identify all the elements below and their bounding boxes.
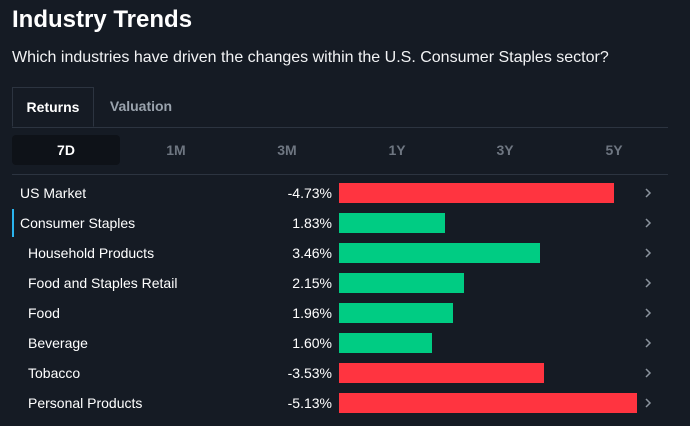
return-bar xyxy=(339,333,432,353)
industry-label: Household Products xyxy=(28,245,155,261)
industry-label: Food and Staples Retail xyxy=(28,275,178,291)
industry-row[interactable]: Household Products 3.46% xyxy=(12,238,668,268)
return-bar xyxy=(339,363,544,383)
tab-returns[interactable]: Returns xyxy=(12,87,94,127)
return-value: -5.13% xyxy=(287,395,332,411)
period-1m-button[interactable]: 1M xyxy=(166,142,186,158)
industry-row[interactable]: Food 1.96% xyxy=(12,298,668,328)
chevron-right-icon[interactable] xyxy=(642,217,654,229)
period-7d-button[interactable]: 7D xyxy=(12,135,120,165)
period-selector: 7D 1M 3M 1Y 3Y 5Y xyxy=(12,135,668,165)
period-5y-button[interactable]: 5Y xyxy=(605,142,623,158)
industry-label: Food xyxy=(28,305,60,321)
period-1y-button[interactable]: 1Y xyxy=(388,142,406,158)
return-bar xyxy=(339,243,540,263)
chevron-right-icon[interactable] xyxy=(642,187,654,199)
chevron-right-icon[interactable] xyxy=(642,307,654,319)
page-subtitle: Which industries have driven the changes… xyxy=(12,49,609,66)
divider xyxy=(12,174,668,175)
return-value: -3.53% xyxy=(287,365,332,381)
chevron-right-icon[interactable] xyxy=(642,277,654,289)
industry-row[interactable]: Personal Products -5.13% xyxy=(12,388,668,418)
chevron-right-icon[interactable] xyxy=(642,337,654,349)
tab-bar: Returns Valuation xyxy=(12,87,668,128)
return-value: 1.96% xyxy=(292,305,332,321)
tab-valuation[interactable]: Valuation xyxy=(109,98,173,114)
industry-row[interactable]: Food and Staples Retail 2.15% xyxy=(12,268,668,298)
industry-label: US Market xyxy=(20,185,87,201)
return-value: 3.46% xyxy=(292,245,332,261)
industry-row[interactable]: Tobacco -3.53% xyxy=(12,358,668,388)
chevron-right-icon[interactable] xyxy=(642,247,654,259)
industry-label: Personal Products xyxy=(28,395,143,411)
return-bar xyxy=(339,183,614,203)
return-bar xyxy=(339,213,445,233)
industry-row[interactable]: Beverage 1.60% xyxy=(12,328,668,358)
chevron-right-icon[interactable] xyxy=(642,367,654,379)
return-value: 1.60% xyxy=(292,335,332,351)
return-value: -4.73% xyxy=(287,185,332,201)
return-bar xyxy=(339,303,453,323)
return-value: 1.83% xyxy=(292,215,332,231)
period-3y-button[interactable]: 3Y xyxy=(496,142,514,158)
industry-label: Tobacco xyxy=(28,365,81,381)
industry-row[interactable]: Consumer Staples 1.83% xyxy=(12,208,668,238)
period-3m-button[interactable]: 3M xyxy=(277,142,297,158)
page-title: Industry Trends xyxy=(12,6,193,33)
return-bar xyxy=(339,393,637,413)
return-bar xyxy=(339,273,464,293)
chevron-right-icon[interactable] xyxy=(642,397,654,409)
industry-list: US Market -4.73% Consumer Staples 1.83% Hous… xyxy=(12,178,668,418)
return-value: 2.15% xyxy=(292,275,332,291)
industry-label: Consumer Staples xyxy=(20,215,136,231)
industry-row[interactable]: US Market -4.73% xyxy=(12,178,668,208)
industry-label: Beverage xyxy=(28,335,88,351)
